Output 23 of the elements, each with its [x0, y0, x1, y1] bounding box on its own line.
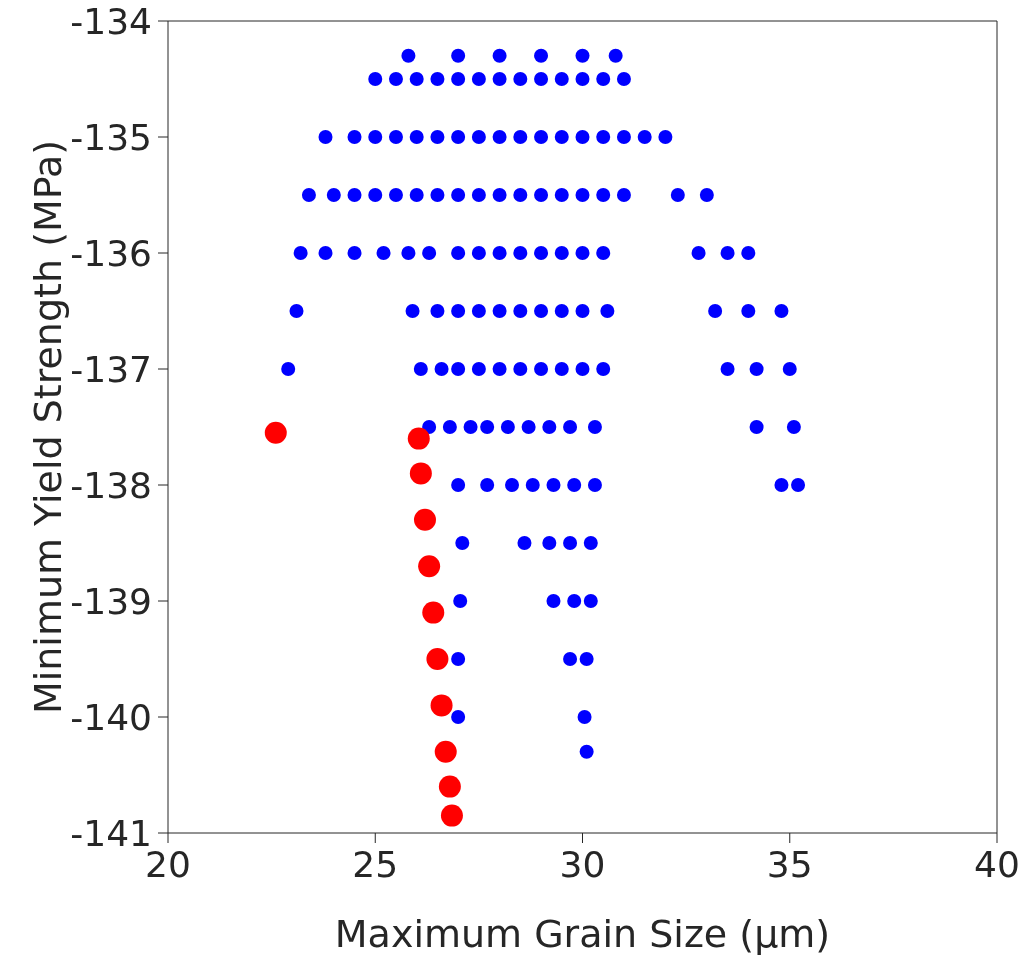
x-tick-label: 40 [974, 843, 1020, 885]
y-tick-label: -137 [70, 348, 152, 390]
point [426, 648, 449, 670]
y-tick-label: -138 [70, 464, 152, 506]
y-axis-title: Minimum Yield Strength (MPa) [26, 139, 71, 715]
point [418, 555, 441, 578]
x-tick-label: 35 [766, 843, 813, 885]
point [422, 601, 445, 624]
point [409, 462, 432, 485]
x-axis-title: Maximum Grain Size (μm) [334, 912, 831, 956]
y-tick-label: -135 [70, 116, 152, 158]
x-tick-label: 30 [559, 843, 606, 885]
point [264, 421, 287, 444]
point [413, 508, 436, 531]
point [430, 694, 453, 717]
y-tick-label: -136 [70, 232, 152, 274]
point [440, 804, 463, 827]
y-tick-label: -139 [70, 580, 152, 622]
point [438, 775, 461, 798]
point [407, 427, 430, 450]
point [434, 740, 457, 763]
y-tick-label: -140 [70, 696, 152, 738]
x-tick-label: 25 [352, 843, 399, 885]
